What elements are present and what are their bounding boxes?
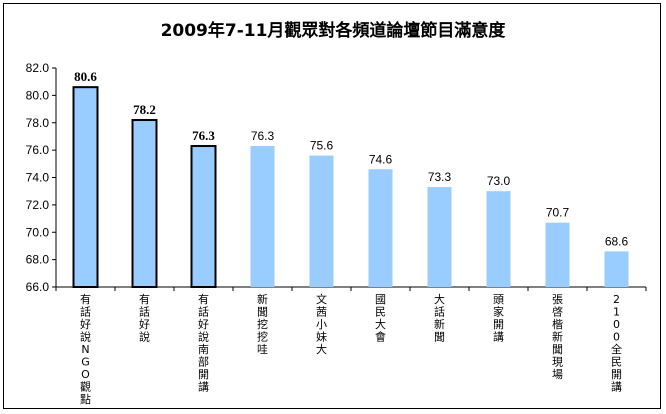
data-label: 70.7 [546,206,570,220]
bars [72,86,629,288]
y-tick-label: 76.0 [26,143,50,157]
data-label: 80.6 [74,69,97,84]
category-label: 有話好說 N G O 觀點 [80,292,91,406]
data-label: 73.3 [428,170,452,184]
bar [309,155,334,287]
y-tick-label: 82.0 [26,61,50,75]
bar [545,222,570,287]
bar [250,146,275,287]
bar [486,191,511,287]
bar [190,145,217,288]
y-tick-label: 72.0 [26,198,50,212]
y-tick-label: 78.0 [26,116,50,130]
y-tick-label: 80.0 [26,88,50,102]
y-tick-label: 74.0 [26,171,50,185]
y-axis: 66.0 68.0 70.0 72.0 74.0 76.0 78.0 80.0 82.0 [26,61,647,294]
bar [368,169,393,287]
category-label: 2 1 0 0 全民開講 [611,293,622,394]
category-labels: 有話好說 N G O 觀點 有話好說 有話好說南部開講 新聞挖挖哇 文茜小妹大 國民大會 大話新聞 頭… [80,292,622,406]
data-label: 74.6 [369,152,393,166]
category-label: 張啓楷新聞現場 [552,293,563,381]
category-label: 有話好說 [139,292,150,344]
data-label: 76.3 [192,128,215,143]
y-tick-label: 70.0 [26,225,50,239]
data-labels: 80.6 78.2 76.3 76.3 75.6 74.6 73.3 73.0 70.7 68.6 [74,69,628,248]
bar [72,86,99,288]
y-tick-label: 66.0 [26,280,50,294]
category-label: 大話新聞 [434,292,445,344]
data-label: 78.2 [133,102,156,117]
data-label: 68.6 [605,234,629,248]
data-label: 73.0 [487,174,511,188]
bar [131,119,158,288]
y-tick-label: 68.0 [26,253,50,267]
bar [604,251,629,287]
data-label: 76.3 [251,129,275,143]
category-label: 頭家開講 [493,293,504,344]
category-label: 新聞挖挖哇 [257,292,268,356]
category-label: 有話好說南部開講 [198,292,209,394]
category-label: 文茜小妹大 [316,292,327,356]
data-label: 75.6 [310,139,334,153]
bar [427,187,452,287]
category-label: 國民大會 [375,293,386,344]
chart-title: 2009年7-11月觀眾對各頻道論壇節目滿意度 [160,21,506,41]
